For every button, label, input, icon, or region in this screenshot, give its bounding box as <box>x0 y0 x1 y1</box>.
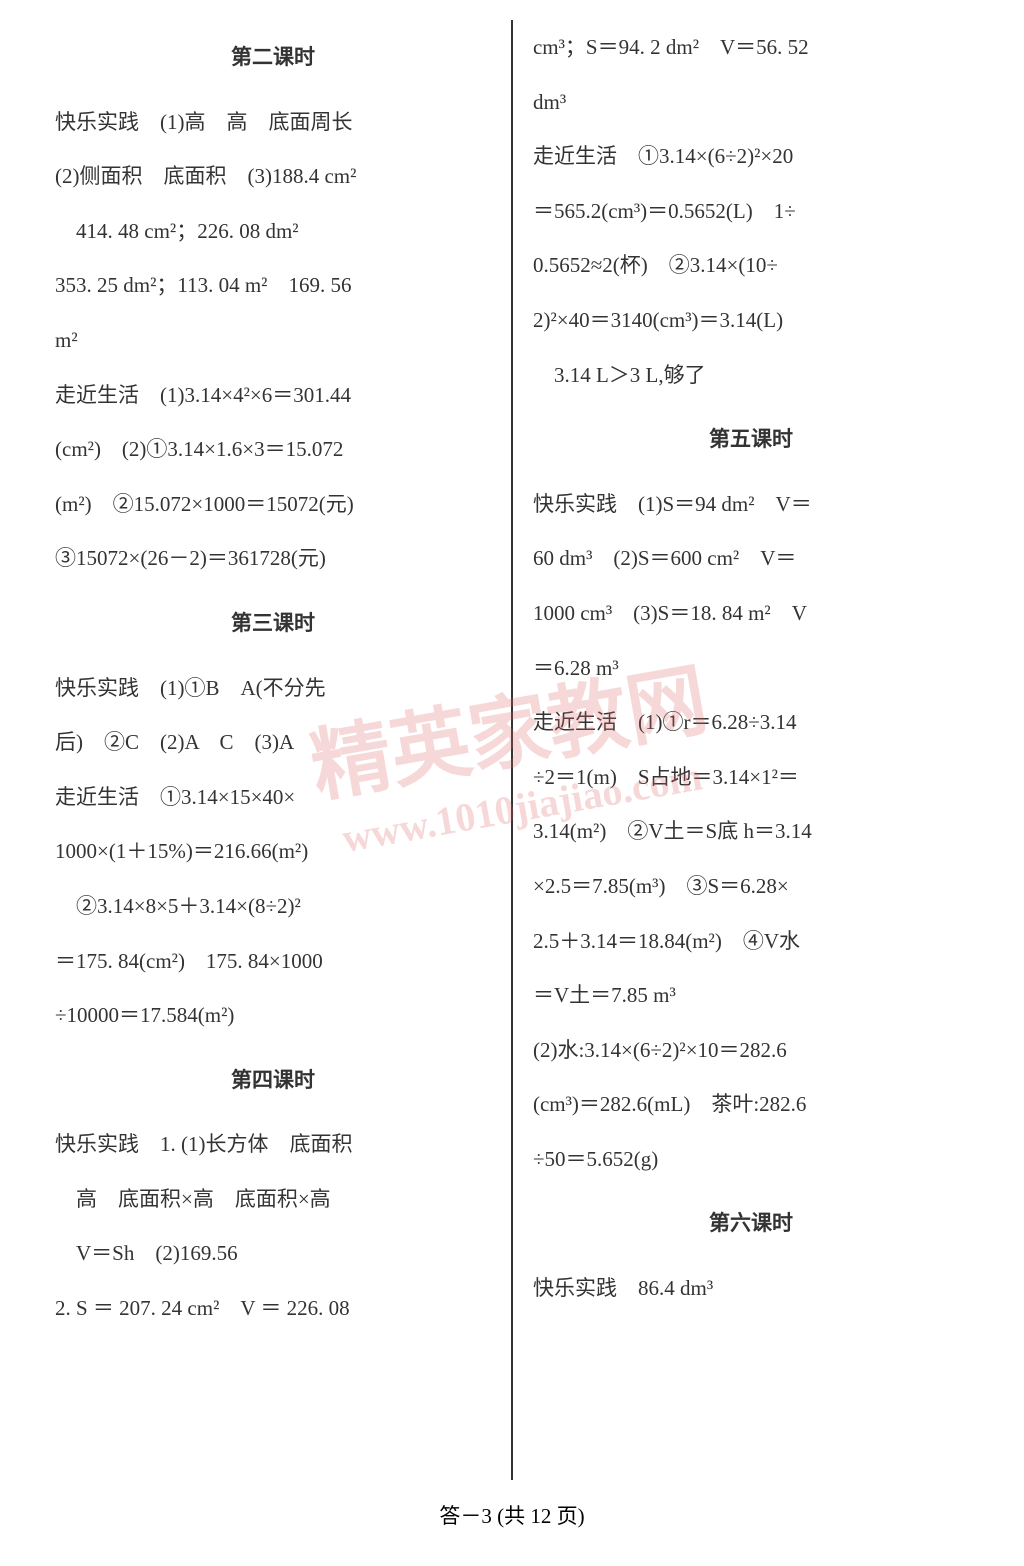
text-line: 高 底面积×高 底面积×高 <box>55 1172 491 1227</box>
text-line: 60 dm³ (2)S＝600 cm² V＝ <box>533 531 969 586</box>
text-line: ×2.5＝7.85(m³) ③S＝6.28× <box>533 859 969 914</box>
text-line: 0.5652≈2(杯) ②3.14×(10÷ <box>533 238 969 293</box>
section-title-4: 第四课时 <box>55 1053 491 1108</box>
text-line: 快乐实践 1. (1)长方体 底面积 <box>55 1117 491 1172</box>
text-line: (cm³)＝282.6(mL) 茶叶:282.6 <box>533 1077 969 1132</box>
text-line: ÷50＝5.652(g) <box>533 1132 969 1187</box>
text-line: ②3.14×8×5＋3.14×(8÷2)² <box>55 879 491 934</box>
text-line: 414. 48 cm²；226. 08 dm² <box>55 204 491 259</box>
text-line: 3.14(m²) ②V土＝S底 h＝3.14 <box>533 804 969 859</box>
text-line: ÷10000＝17.584(m²) <box>55 988 491 1043</box>
text-line: ③15072×(26－2)＝361728(元) <box>55 531 491 586</box>
text-line: 353. 25 dm²；113. 04 m² 169. 56 <box>55 258 491 313</box>
text-line: (2)水:3.14×(6÷2)²×10＝282.6 <box>533 1023 969 1078</box>
text-line: (m²) ②15.072×1000＝15072(元) <box>55 477 491 532</box>
text-line: 后) ②C (2)A C (3)A <box>55 715 491 770</box>
text-line: 1000 cm³ (3)S＝18. 84 m² V <box>533 586 969 641</box>
section-title-3: 第三课时 <box>55 596 491 651</box>
text-line: 快乐实践 86.4 dm³ <box>533 1261 969 1316</box>
text-line: 1000×(1＋15%)＝216.66(m²) <box>55 824 491 879</box>
text-line: 走近生活 (1)①r＝6.28÷3.14 <box>533 695 969 750</box>
text-line: 2. S ＝ 207. 24 cm² V ＝ 226. 08 <box>55 1281 491 1336</box>
text-line: 快乐实践 (1)高 高 底面周长 <box>55 95 491 150</box>
text-line: ＝175. 84(cm²) 175. 84×1000 <box>55 934 491 989</box>
section-title-5: 第五课时 <box>533 412 969 467</box>
text-line: cm³；S＝94. 2 dm² V＝56. 52 <box>533 20 969 75</box>
text-line: 快乐实践 (1)①B A(不分先 <box>55 661 491 716</box>
text-line: ＝565.2(cm³)＝0.5652(L) 1÷ <box>533 184 969 239</box>
left-column: 第二课时 快乐实践 (1)高 高 底面周长 (2)侧面积 底面积 (3)188.… <box>40 20 506 1480</box>
text-line: m² <box>55 313 491 368</box>
text-line: 3.14 L＞3 L,够了 <box>533 348 969 403</box>
text-line: (2)侧面积 底面积 (3)188.4 cm² <box>55 149 491 204</box>
right-column: cm³；S＝94. 2 dm² V＝56. 52 dm³ 走近生活 ①3.14×… <box>518 20 984 1480</box>
text-line: 2)²×40＝3140(cm³)＝3.14(L) <box>533 293 969 348</box>
text-line: ÷2＝1(m) S占地＝3.14×1²＝ <box>533 750 969 805</box>
text-line: 走近生活 ①3.14×15×40× <box>55 770 491 825</box>
text-line: 走近生活 (1)3.14×4²×6＝301.44 <box>55 368 491 423</box>
section-title-6: 第六课时 <box>533 1196 969 1251</box>
section-title-2: 第二课时 <box>55 30 491 85</box>
text-line: V＝Sh (2)169.56 <box>55 1226 491 1281</box>
text-line: ＝V土＝7.85 m³ <box>533 968 969 1023</box>
text-line: dm³ <box>533 75 969 130</box>
text-line: (cm²) (2)①3.14×1.6×3＝15.072 <box>55 422 491 477</box>
column-divider <box>511 20 513 1480</box>
text-line: 2.5＋3.14＝18.84(m²) ④V水 <box>533 914 969 969</box>
page-wrapper: 第二课时 快乐实践 (1)高 高 底面周长 (2)侧面积 底面积 (3)188.… <box>40 20 984 1480</box>
text-line: 快乐实践 (1)S＝94 dm² V＝ <box>533 477 969 532</box>
text-line: 走近生活 ①3.14×(6÷2)²×20 <box>533 129 969 184</box>
page-footer: 答－3 (共 12 页) <box>40 1500 984 1530</box>
text-line: ＝6.28 m³ <box>533 641 969 696</box>
